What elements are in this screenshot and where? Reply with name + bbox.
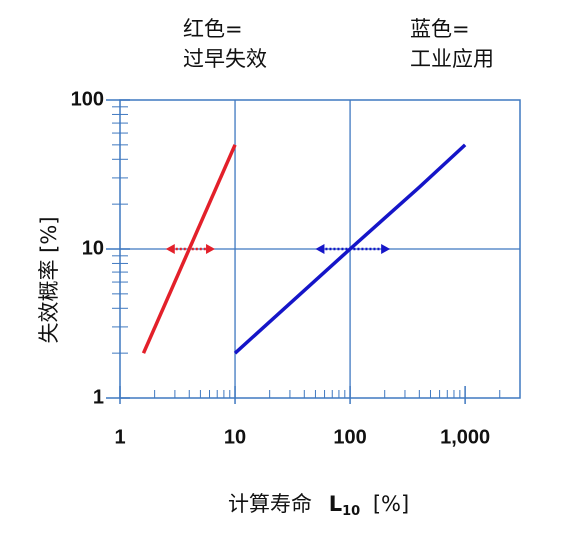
y-tick-label: 1	[93, 386, 104, 408]
x-tick-label: 1	[114, 426, 125, 448]
arrow-head	[206, 244, 216, 254]
arrow-head	[165, 244, 175, 254]
legend-color: 红色=	[183, 17, 243, 41]
x-tick-label: 10	[224, 426, 246, 448]
y-tick-label: 10	[82, 237, 104, 259]
legend-name: 过早失效	[183, 47, 267, 71]
x-axis-label: 计算寿命 L10 [%]	[228, 492, 409, 522]
arrow-head	[381, 244, 391, 254]
y-tick-label: 100	[71, 88, 104, 110]
x-label-unit: [%]	[373, 492, 409, 516]
x-label-text: 计算寿命	[228, 492, 312, 516]
x-tick-label: 100	[333, 426, 366, 448]
legend-name: 工业应用	[410, 47, 494, 71]
x-label-symbol: L	[329, 492, 342, 516]
arrow-head	[315, 244, 325, 254]
x-tick-label: 1,000	[440, 426, 490, 448]
x-label-subscript: 10	[342, 504, 360, 519]
y-axis-label: 失效概率 [%]	[37, 216, 61, 343]
series-line	[233, 143, 467, 355]
legend-color: 蓝色=	[410, 17, 470, 41]
